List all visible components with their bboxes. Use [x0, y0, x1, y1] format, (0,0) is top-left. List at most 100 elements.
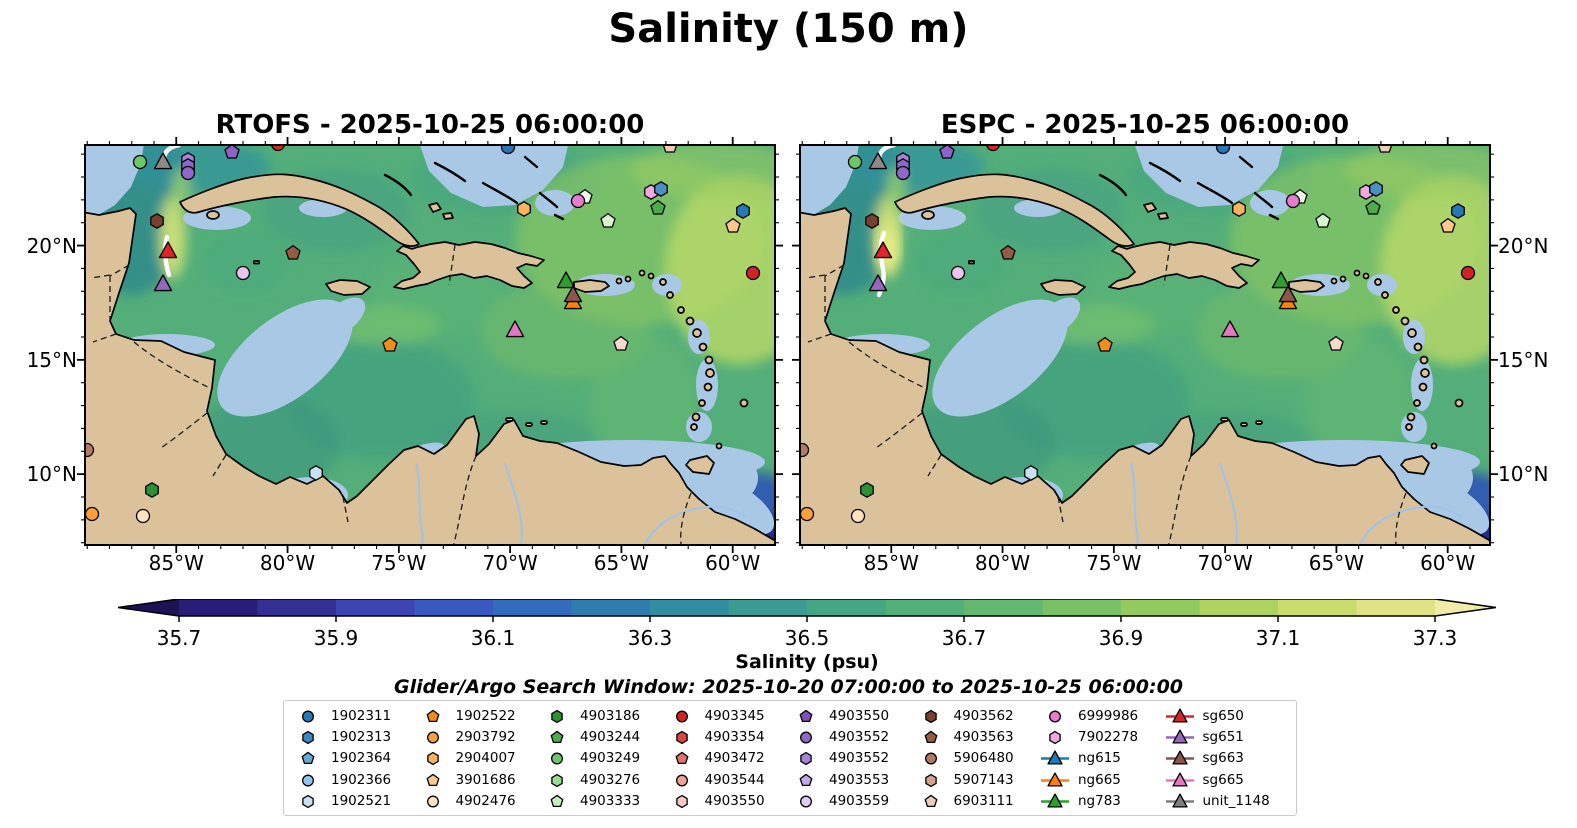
rtofs-map — [73, 133, 787, 557]
legend-item-label: sg665 — [1202, 771, 1244, 788]
pentagon-marker-icon — [301, 752, 315, 765]
legend-item-label: 4903249 — [580, 750, 641, 767]
legend-item-label: 5906480 — [953, 750, 1014, 767]
legend-item-6903111: 6903111 — [915, 791, 1040, 812]
marker-6903111 — [1328, 335, 1344, 351]
espc-map-frame — [799, 144, 1491, 546]
legend-item-1902313: 1902313 — [292, 727, 417, 748]
marker-1902313 — [1451, 203, 1465, 219]
marker-5906480 — [800, 442, 810, 458]
marker-1902522 — [382, 336, 398, 352]
marker-4903186 — [145, 482, 159, 498]
legend-item-label: 4903345 — [704, 708, 765, 725]
colorbar-tick-label: 36.7 — [941, 626, 987, 650]
hexagon-marker-icon — [800, 752, 812, 766]
y-tick-label-rtofs: 20°N — [26, 233, 77, 258]
marker-4903186 — [860, 482, 874, 498]
legend-item-6999986: 6999986 — [1039, 706, 1164, 727]
rtofs-observation-markers — [85, 145, 761, 524]
marker-3901686 — [1440, 217, 1456, 233]
legend-item-4903552: 4903552 — [790, 727, 915, 748]
marker-sg650 — [270, 145, 286, 152]
legend-item-sg651: sg651 — [1164, 727, 1289, 748]
circle-marker-icon — [426, 731, 439, 744]
legend-item-3901686: 3901686 — [417, 770, 542, 791]
legend-item-label: 4903562 — [953, 708, 1014, 725]
pentagon-marker-icon — [799, 709, 813, 723]
legend-item-label: 6903111 — [953, 792, 1014, 809]
legend-item-label: 4902476 — [455, 792, 516, 809]
legend-item-4903276: 4903276 — [541, 770, 666, 791]
legend-item-ng783: ng783 — [1039, 791, 1164, 812]
hexagon-marker-icon — [551, 710, 563, 724]
marker-ng783 — [1271, 271, 1291, 289]
legend-item-label: 1902313 — [331, 729, 392, 746]
legend-item-label: 1902521 — [331, 792, 392, 809]
colorbar-tick-label: 36.3 — [627, 626, 673, 650]
legend-item-4903472: 4903472 — [666, 748, 791, 769]
legend-item-5906480: 5906480 — [915, 748, 1040, 769]
marker-4903559 — [235, 265, 251, 281]
legend-item-label: 1902364 — [331, 750, 392, 767]
x-tick-label-espc: 85°W — [863, 551, 919, 575]
marker-1902311 — [500, 145, 516, 155]
triangle-marker-icon — [1165, 750, 1194, 766]
x-tick-label-espc: 65°W — [1308, 551, 1365, 575]
marker-1902311 — [1215, 145, 1231, 155]
colorbar-tick-label: 36.1 — [470, 626, 516, 650]
legend-item-sg665: sg665 — [1164, 770, 1289, 791]
legend-item-4903333: 4903333 — [541, 791, 666, 812]
marker-2904007 — [517, 201, 531, 217]
marker-1902313 — [1369, 181, 1383, 197]
legend-item-4903345: 4903345 — [666, 706, 791, 727]
legend-item-label: 4903354 — [704, 729, 765, 746]
espc-map-canvas — [792, 137, 1498, 553]
triangle-marker-icon — [1165, 793, 1194, 808]
marker-4903333 — [1315, 212, 1331, 228]
figure-title: Salinity (150 m) — [608, 6, 969, 52]
marker-2903792 — [85, 506, 100, 522]
pentagon-marker-icon — [799, 773, 813, 786]
marker-sg665 — [1220, 320, 1240, 338]
pentagon-marker-icon — [426, 773, 439, 786]
legend-item-label: 4903333 — [580, 792, 641, 809]
x-tick-label-rtofs: 60°W — [705, 551, 761, 575]
marker-1902313 — [654, 181, 668, 197]
circle-marker-icon — [302, 710, 314, 723]
hexagon-marker-icon — [675, 731, 688, 745]
marker-4903559 — [950, 265, 966, 281]
rtofs-map-title: RTOFS - 2025-10-25 06:00:00 — [215, 110, 645, 140]
circle-marker-icon — [924, 752, 937, 765]
legend-item-4903244: 4903244 — [541, 727, 666, 748]
search-window-caption: Glider/Argo Search Window: 2025-10-20 07… — [393, 676, 1184, 698]
marker-4903244 — [1365, 199, 1381, 215]
x-tick-label-rtofs: 80°W — [259, 551, 316, 575]
hexagon-marker-icon — [924, 773, 937, 787]
legend-item-4903552: 4903552 — [790, 748, 915, 769]
legend-item-4903186: 4903186 — [541, 706, 666, 727]
legend-item-label: 4903550 — [829, 708, 890, 725]
legend-item-1902521: 1902521 — [292, 791, 417, 812]
legend-item-label: 6999986 — [1078, 708, 1139, 725]
legend-item-2904007: 2904007 — [417, 748, 542, 769]
circle-marker-icon — [800, 731, 812, 744]
pentagon-marker-icon — [426, 709, 439, 723]
marker-4903552 — [895, 165, 911, 181]
y-tick-label-rtofs: 15°N — [26, 347, 77, 372]
marker-4902476 — [850, 508, 866, 524]
rtofs-map-canvas — [77, 137, 783, 553]
legend-item-label: 3901686 — [455, 771, 516, 788]
legend-item-sg650: sg650 — [1164, 706, 1289, 727]
espc-map-title: ESPC - 2025-10-25 06:00:00 — [940, 110, 1350, 140]
legend-item-4903562: 4903562 — [915, 706, 1040, 727]
colorbar — [117, 598, 1497, 623]
marker-sg663 — [1278, 285, 1298, 303]
marker-4903562 — [150, 213, 164, 229]
marker-sg663 — [563, 285, 583, 303]
pentagon-marker-icon — [550, 794, 564, 807]
hexagon-marker-icon — [302, 731, 314, 745]
colorbar-tick-label: 37.1 — [1255, 626, 1301, 650]
legend-item-4903544: 4903544 — [666, 770, 791, 791]
marker-1902521 — [1024, 465, 1038, 481]
legend-item-label: 4903186 — [580, 708, 641, 725]
